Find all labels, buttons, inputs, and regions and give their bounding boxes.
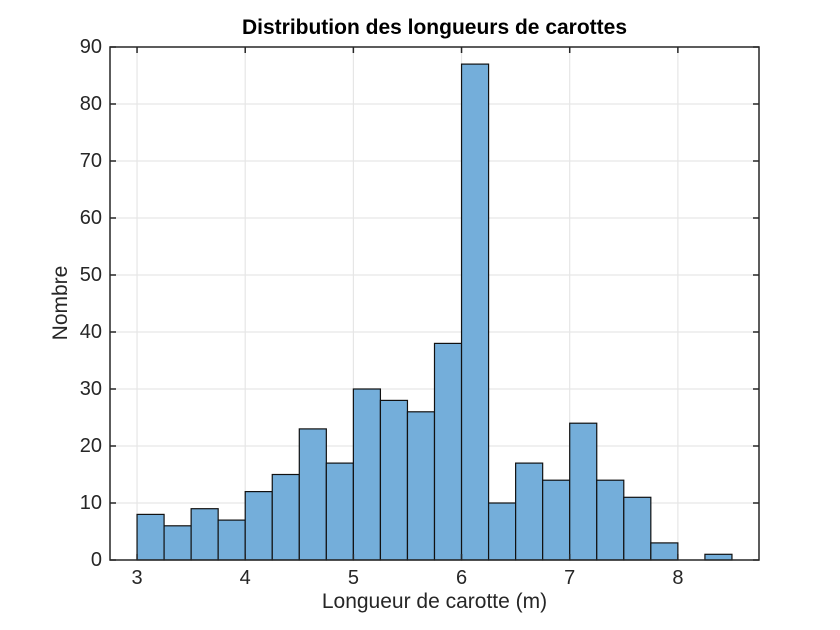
histogram-bar <box>271 473 300 561</box>
histogram-bar <box>217 519 246 561</box>
histogram-bar <box>542 479 571 561</box>
y-tick-label: 0 <box>90 549 102 571</box>
histogram-bar <box>298 428 327 561</box>
x-tick-label: 8 <box>672 567 684 589</box>
histogram-bar <box>569 422 598 561</box>
histogram-bar <box>163 525 192 561</box>
histogram-bar <box>515 462 544 561</box>
grid-lines <box>110 47 759 560</box>
y-tick-label: 10 <box>79 492 102 514</box>
y-tick-label: 80 <box>79 93 102 115</box>
histogram-bar <box>596 479 625 561</box>
histogram-bar <box>650 542 679 561</box>
y-tick-label: 40 <box>79 321 102 343</box>
histogram-bar <box>136 513 165 561</box>
histogram-bar <box>325 462 354 561</box>
y-tick-label: 60 <box>79 207 102 229</box>
axis-box <box>109 46 760 561</box>
histogram-bar <box>244 491 273 561</box>
x-axis-label: Longueur de carotte (m) <box>321 590 548 613</box>
histogram-bar <box>379 399 409 561</box>
y-tick-label: 90 <box>79 36 102 58</box>
histogram-bar <box>623 496 652 561</box>
histogram-bar <box>190 508 219 561</box>
histogram-bar <box>460 63 490 561</box>
histogram-bar <box>487 502 517 561</box>
y-tick-label: 20 <box>79 435 102 457</box>
x-tick-label: 6 <box>455 567 468 589</box>
x-tick-label: 3 <box>131 567 143 589</box>
histogram-bars <box>136 63 733 561</box>
histogram-bar <box>406 411 436 561</box>
histogram-bar <box>352 388 382 561</box>
chart-title: Distribution des longueurs de carottes <box>241 16 628 39</box>
y-tick-label: 30 <box>79 378 102 400</box>
y-tick-label: 70 <box>79 150 102 172</box>
y-axis-label: Nombre <box>49 265 72 341</box>
histogram-bar <box>433 342 463 561</box>
x-tick-label: 7 <box>564 567 576 589</box>
y-tick-label: 50 <box>79 264 102 286</box>
histogram-bar <box>704 553 733 561</box>
x-tick-label: 5 <box>347 567 359 589</box>
x-tick-label: 4 <box>239 567 251 589</box>
